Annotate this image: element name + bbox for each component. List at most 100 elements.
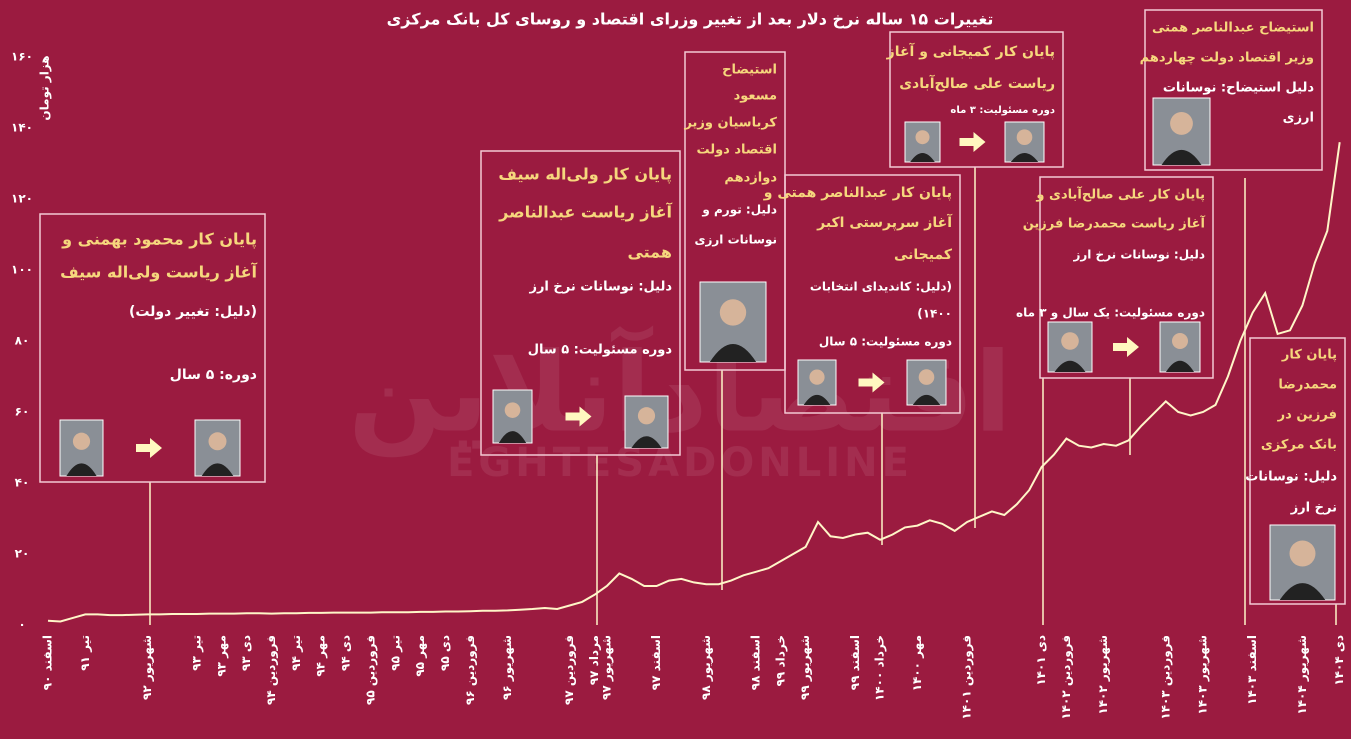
- arrow: [858, 372, 885, 393]
- y-tick-label: ۴۰: [15, 476, 30, 490]
- x-tick-label: شهریور ۹۹: [798, 635, 813, 700]
- annotation-title-line: آغاز سرپرستی اکبر: [816, 213, 953, 231]
- annotation-title-line: کمیجانی: [894, 247, 953, 263]
- x-tick-label: شهریور ۹۲: [140, 635, 155, 700]
- annotation-title-line: استیضاح عبدالناصر همتی: [1152, 21, 1314, 36]
- price-line: [47, 142, 1341, 623]
- annotation-box: پایان کار محمدرضا فرزین در بانک مرکزی دلیل: …: [1245, 337, 1346, 605]
- annotation-note: دلیل: نوسانات نرخ ارز: [1072, 248, 1205, 263]
- box-frame: [1039, 176, 1214, 379]
- portrait-body: [498, 431, 527, 443]
- annotation-note: (دلیل: کاندیدای انتخابات: [810, 280, 952, 294]
- annotation-title-line: ریاست علی صالح‌آبادی: [899, 74, 1055, 92]
- annotation-note: دوره مسئولیت: ۳ ماه: [950, 105, 1055, 116]
- annotation-note: (دلیل: تغییر دولت): [129, 304, 257, 320]
- annotation-box: استیضاح عبدالناصر همتی وزیر اقتصاد دولت چ…: [1140, 9, 1323, 171]
- portrait-body: [1166, 360, 1194, 372]
- annotation-note: دوره: ۵ سال: [170, 367, 257, 383]
- x-tick-label: شهریور ۹۶: [500, 635, 515, 700]
- portrait-body: [1054, 360, 1086, 372]
- box-frame: [784, 174, 961, 414]
- y-tick-label: ۱۶۰: [11, 50, 33, 64]
- annotation-title-line: پایان کار: [1281, 348, 1337, 363]
- portrait-head: [918, 369, 935, 385]
- x-tick-label: فروردین ۱۴۰۲: [1059, 635, 1074, 720]
- arrow: [1113, 337, 1139, 357]
- annotation-title-line: آغاز ریاست ولی‌اله سیف: [60, 262, 257, 282]
- portrait-head: [1289, 540, 1316, 567]
- annotation-title-line: فرزین در: [1277, 408, 1337, 423]
- portrait-head: [208, 432, 227, 451]
- x-tick-label: فروردین ۱۴۰۳: [1158, 635, 1173, 720]
- portrait-body: [1010, 153, 1039, 162]
- portrait-head: [915, 130, 930, 145]
- annotation-title-line: استیضاح: [722, 63, 777, 78]
- chart-title: تغییرات ۱۵ ساله نرخ دلار بعد از تغییر وز…: [387, 10, 994, 29]
- annotation-title-line: مسعود: [734, 89, 777, 104]
- portrait-body: [631, 436, 662, 448]
- portrait-head: [637, 407, 656, 425]
- y-tick-label: ۲۰: [15, 547, 30, 561]
- annotation-box: پایان کار کمیجانی و آغاز ریاست علی صالح‌آ…: [886, 31, 1064, 168]
- x-tick-label: دی ۹۳: [239, 635, 253, 671]
- annotation-title-line: محمدرضا: [1278, 378, 1337, 393]
- annotation-note: دلیل: نوسانات نرخ ارز: [528, 280, 672, 295]
- x-tick-label: شهریور ۱۴۰۳: [1196, 635, 1211, 715]
- portrait-body: [912, 394, 941, 405]
- x-tick-label: شهریور ۹۷: [599, 635, 614, 700]
- annotation-title-line: پایان کار کمیجانی و آغاز: [886, 42, 1055, 60]
- x-tick-label: مهر ۱۴۰۰: [910, 635, 924, 691]
- annotation-box: پایان کار علی صالح‌آبادی و آغاز ریاست محم…: [1016, 176, 1214, 379]
- box-frame: [39, 213, 266, 483]
- x-tick-label: دی ۱۴۰۱: [1034, 635, 1048, 686]
- annotation-title-line: آغاز ریاست محمدرضا فرزین: [1023, 215, 1206, 232]
- annotation-title-line: کرباسیان وزیر: [683, 116, 777, 131]
- portrait-head: [809, 369, 825, 385]
- box-frame: [1249, 337, 1346, 605]
- x-tick-label: مهر ۹۴: [314, 635, 328, 677]
- box-frame: [889, 31, 1064, 168]
- x-tick-label: خرداد ۹۹: [773, 635, 787, 686]
- y-tick-label: ۶۰: [15, 405, 30, 419]
- x-tick-label: تیر ۹۵: [388, 635, 402, 671]
- annotation-title-line: پایان کار علی صالح‌آبادی و: [1035, 186, 1205, 203]
- portrait-head: [1170, 112, 1193, 135]
- x-tick-label: فروردین ۹۶: [463, 635, 478, 705]
- y-tick-label: ۱۰۰: [11, 263, 33, 277]
- watermark-subtext: EGHTESADONLINE: [447, 440, 913, 486]
- annotation-title-line: همتی: [627, 243, 672, 262]
- annotation-note: نوسانات ارزی: [694, 233, 777, 248]
- annotation-note: ارزی: [1283, 111, 1314, 126]
- box-frame: [480, 150, 681, 456]
- portrait-body: [201, 463, 234, 476]
- y-tick-label: ۱۴۰: [11, 121, 33, 135]
- x-tick-label: شهریور ۱۴۰۲: [1096, 635, 1111, 715]
- portrait-body: [803, 394, 831, 405]
- annotation-box: پایان کار ولی‌اله سیف آغاز ریاست عبدالناص…: [480, 150, 681, 456]
- y-tick-label: ۸۰: [15, 334, 30, 348]
- x-tick-label: فروردین ۱۴۰۱: [960, 635, 975, 720]
- annotation-title-line: آغاز ریاست عبدالناصر: [498, 202, 672, 222]
- annotation-box: استیضاح مسعود کرباسیان وزیر اقتصاد دولت دواز…: [683, 51, 786, 371]
- x-tick-label: اسفند ۹۰: [41, 635, 55, 690]
- x-tick-label: مهر ۹۳: [214, 635, 228, 677]
- box-frame: [1144, 9, 1323, 171]
- x-tick-label: شهریور ۱۴۰۴: [1295, 635, 1310, 715]
- y-axis-label: هزار تومان: [38, 55, 53, 120]
- annotation-title-line: وزیر اقتصاد دولت چهاردهم: [1140, 51, 1314, 66]
- x-tick-label: تیر ۹۱: [78, 635, 92, 671]
- portrait-head: [72, 432, 91, 450]
- annotation-title-line: اقتصاد دولت: [696, 143, 777, 158]
- y-tick-label: ۰: [18, 618, 25, 632]
- annotation-title-line: پایان کار عبدالناصر همتی و: [763, 185, 952, 201]
- arrow: [565, 406, 592, 427]
- portrait-head: [1172, 333, 1188, 349]
- annotation-note: دلیل: نوسانات: [1245, 470, 1337, 485]
- x-tick-label: دی ۱۴۰۴: [1332, 635, 1346, 686]
- portrait-body: [66, 463, 97, 476]
- x-tick-label: اسفند ۱۴۰۳: [1245, 635, 1259, 705]
- x-tick-label: فروردین ۹۷: [562, 635, 577, 705]
- x-tick-label: خرداد ۱۴۰۰: [873, 635, 887, 701]
